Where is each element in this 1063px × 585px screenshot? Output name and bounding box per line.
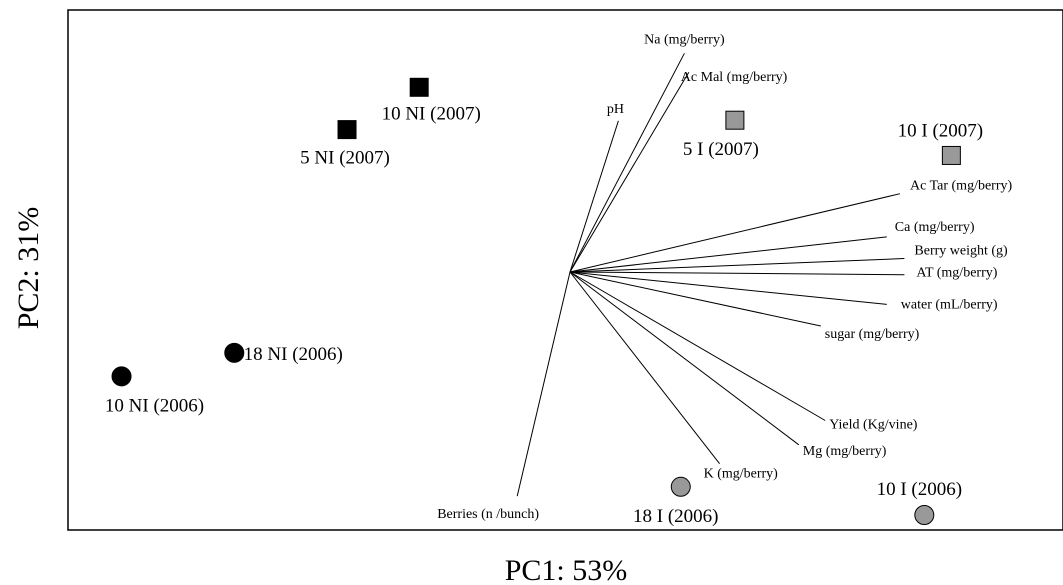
loading-vectors [516, 53, 905, 497]
observation-points [111, 77, 961, 525]
loading-label: sugar (mg/berry) [825, 327, 920, 342]
loading-vector [569, 71, 690, 273]
loading-vector [569, 271, 821, 327]
observation-label: 5 I (2007) [683, 139, 759, 160]
loading-label: Na (mg/berry) [644, 32, 725, 47]
circle-marker [224, 342, 245, 363]
loading-label: Ac Tar (mg/berry) [910, 179, 1013, 194]
observation-label: 5 NI (2007) [300, 148, 390, 169]
plot-frame [67, 9, 1063, 531]
loading-label: AT (mg/berry) [916, 266, 997, 281]
square-marker [941, 145, 961, 165]
loading-label: Ac Mal (mg/berry) [681, 70, 788, 85]
loading-vector [569, 271, 905, 276]
loading-label: Berries (n /bunch) [437, 507, 539, 522]
observation-label: 10 NI (2006) [105, 395, 204, 416]
circle-marker [670, 476, 691, 497]
loading-vector [516, 271, 571, 497]
loading-label: Ca (mg/berry) [895, 220, 975, 235]
loading-vector [569, 193, 901, 273]
x-axis-label: PC1: 53% [505, 554, 628, 585]
loading-label: pH [607, 102, 624, 117]
square-marker [337, 120, 357, 140]
circle-marker [914, 505, 935, 525]
loading-label: Mg (mg/berry) [803, 444, 887, 459]
y-axis-label: PC2: 31% [12, 207, 45, 330]
square-marker [725, 110, 745, 130]
observation-label: 18 NI (2006) [244, 344, 343, 365]
observation-label: 10 NI (2007) [382, 103, 481, 124]
circle-marker [111, 366, 132, 387]
loading-vector [569, 53, 685, 273]
loading-label: Yield (Kg/vine) [829, 418, 918, 433]
observation-label: 10 I (2006) [877, 479, 962, 500]
loading-vector [569, 271, 887, 305]
loading-label: Berry weight (g) [914, 244, 1008, 259]
loading-vector [569, 271, 800, 446]
loading-vector [569, 120, 619, 273]
loading-vector [569, 236, 887, 273]
loading-vector [569, 271, 720, 465]
loading-label: water (mL/berry) [901, 297, 998, 312]
observation-label: 18 I (2006) [633, 506, 718, 527]
observation-label: 10 I (2007) [898, 120, 983, 141]
loading-vector [569, 271, 826, 421]
loading-labels: Na (mg/berry) Ac Mal (mg/berry) pH Ac Tar (… [437, 32, 1012, 522]
square-marker [409, 77, 429, 97]
observation-labels: 10 NI (2007) 5 NI (2007) 5 I (2007) 10 I (2… [105, 103, 983, 527]
loading-label: K (mg/berry) [704, 467, 779, 482]
loading-vector [569, 258, 905, 273]
